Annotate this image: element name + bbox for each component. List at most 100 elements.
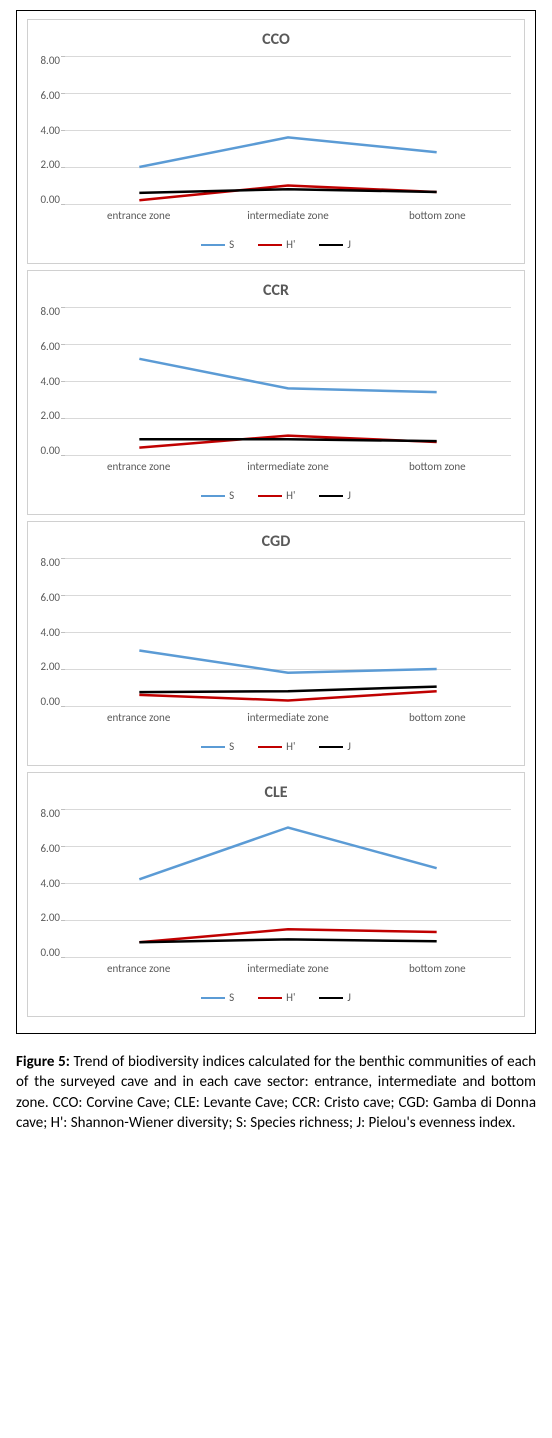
plot <box>64 55 512 205</box>
legend-swatch <box>319 746 343 748</box>
y-tick-label: 6.00 <box>40 843 60 854</box>
series-line-s <box>139 828 436 880</box>
y-tick-label: 2.00 <box>40 159 60 170</box>
legend-label: S <box>229 991 234 1004</box>
y-tick-label: 0.00 <box>40 947 60 958</box>
series-line-j <box>139 439 436 441</box>
y-tick-label: 4.00 <box>40 125 60 136</box>
x-category-label: entrance zone <box>64 962 213 975</box>
x-category-label: bottom zone <box>363 209 512 222</box>
legend-item-s: S <box>201 238 234 251</box>
y-tick-label: 8.00 <box>40 55 60 66</box>
x-category-label: bottom zone <box>363 962 512 975</box>
series-svg <box>65 809 511 957</box>
x-category-label: entrance zone <box>64 209 213 222</box>
x-category-label: intermediate zone <box>213 209 362 222</box>
legend-swatch <box>201 244 225 246</box>
y-axis: 8.00 6.00 4.00 2.00 0.00 <box>34 557 64 707</box>
legend-item-j: J <box>319 238 351 251</box>
gridline <box>65 706 511 707</box>
y-tick-label: 6.00 <box>40 592 60 603</box>
plot-area: 8.00 6.00 4.00 2.00 0.00 <box>28 551 524 707</box>
chart-title: CCR <box>28 271 524 300</box>
x-axis: entrance zoneintermediate zonebottom zon… <box>28 456 524 479</box>
plot <box>64 306 512 456</box>
y-tick-label: 2.00 <box>40 410 60 421</box>
legend-label: J <box>347 238 351 251</box>
y-tick-label: 8.00 <box>40 808 60 819</box>
y-tick-label: 2.00 <box>40 661 60 672</box>
legend-item-s: S <box>201 489 234 502</box>
legend-label: H' <box>286 991 295 1004</box>
legend: S H' J <box>28 479 524 514</box>
y-tick-label: 4.00 <box>40 878 60 889</box>
legend-label: H' <box>286 238 295 251</box>
y-tick-mark <box>61 204 65 205</box>
legend-label: S <box>229 489 234 502</box>
x-category-label: entrance zone <box>64 711 213 724</box>
y-tick-mark <box>61 706 65 707</box>
series-svg <box>65 307 511 455</box>
y-tick-label: 6.00 <box>40 341 60 352</box>
legend-swatch <box>319 997 343 999</box>
x-category-label: bottom zone <box>363 711 512 724</box>
x-category-label: intermediate zone <box>213 962 362 975</box>
chart-cle: CLE8.006.004.002.000.00entrance zoneinte… <box>27 772 525 1017</box>
plot-area: 8.006.004.002.000.00 <box>28 802 524 958</box>
y-axis: 8.006.004.002.000.00 <box>34 306 64 456</box>
series-svg <box>65 56 511 204</box>
plot-area: 8.006.004.002.000.00 <box>28 49 524 205</box>
legend-label: J <box>347 991 351 1004</box>
legend-swatch <box>201 997 225 999</box>
legend-label: J <box>347 740 351 753</box>
legend-label: S <box>229 238 234 251</box>
caption-text: Trend of biodiversity indices calculated… <box>16 1053 536 1132</box>
y-tick-mark <box>61 455 65 456</box>
x-category-label: bottom zone <box>363 460 512 473</box>
gridline <box>65 204 511 205</box>
y-tick-label: 0.00 <box>40 696 60 707</box>
series-line-s <box>139 137 436 167</box>
legend-swatch <box>319 244 343 246</box>
figure-caption: Figure 5: Trend of biodiversity indices … <box>16 1052 536 1133</box>
legend-label: S <box>229 740 234 753</box>
legend-label: J <box>347 489 351 502</box>
series-line-j <box>139 687 436 693</box>
y-tick-label: 4.00 <box>40 627 60 638</box>
y-tick-label: 8.00 <box>40 557 60 568</box>
legend-swatch <box>258 997 282 999</box>
charts-host: CCO8.006.004.002.000.00entrance zoneinte… <box>27 19 525 1017</box>
series-svg <box>65 558 511 706</box>
x-category-label: intermediate zone <box>213 460 362 473</box>
x-axis: entrance zoneintermediate zonebottom zon… <box>28 707 524 730</box>
plot <box>64 557 512 707</box>
series-line-s <box>139 651 436 673</box>
legend-swatch <box>258 746 282 748</box>
y-tick-label: 0.00 <box>40 445 60 456</box>
legend-item-hprime: H' <box>258 740 295 753</box>
y-axis: 8.006.004.002.000.00 <box>34 55 64 205</box>
legend: S H' J <box>28 228 524 263</box>
legend-swatch <box>258 244 282 246</box>
legend-swatch <box>201 495 225 497</box>
legend-label: H' <box>286 489 295 502</box>
series-line-j <box>139 939 436 942</box>
plot <box>64 808 512 958</box>
legend-item-hprime: H' <box>258 991 295 1004</box>
x-axis: entrance zoneintermediate zonebottom zon… <box>28 958 524 981</box>
legend-item-hprime: H' <box>258 489 295 502</box>
y-tick-mark <box>61 957 65 958</box>
caption-label: Figure 5: <box>16 1053 70 1071</box>
series-line-s <box>139 359 436 392</box>
legend-item-s: S <box>201 740 234 753</box>
legend-item-hprime: H' <box>258 238 295 251</box>
legend-swatch <box>319 495 343 497</box>
legend-label: H' <box>286 740 295 753</box>
legend-swatch <box>258 495 282 497</box>
legend: S H' J <box>28 981 524 1016</box>
legend: S H' J <box>28 730 524 765</box>
y-tick-label: 6.00 <box>40 90 60 101</box>
x-axis: entrance zoneintermediate zonebottom zon… <box>28 205 524 228</box>
legend-item-j: J <box>319 740 351 753</box>
legend-item-j: J <box>319 991 351 1004</box>
